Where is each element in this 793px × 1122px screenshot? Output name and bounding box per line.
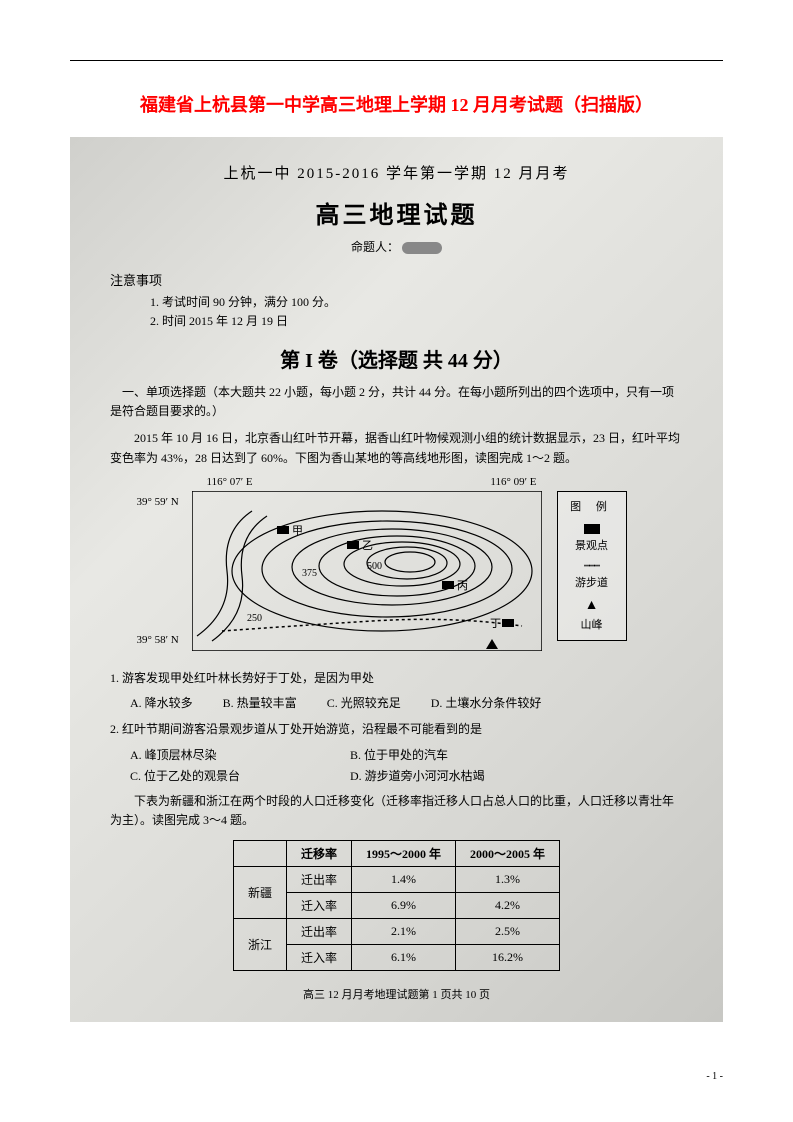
author-label: 命题人： (351, 240, 399, 254)
cell-metric: 迁出率 (286, 918, 351, 944)
svg-text:500: 500 (367, 561, 382, 572)
table-row: 新疆 迁出率 1.4% 1.3% (233, 866, 559, 892)
legend-rect-icon (584, 524, 600, 534)
svg-text:甲: 甲 (292, 525, 303, 537)
legend-label: 山峰 (581, 619, 603, 631)
cell-metric: 迁入率 (286, 944, 351, 970)
cell-value: 1.3% (456, 866, 560, 892)
map-legend: 图 例 景观点 ┅┅┅ 游步道 ▲ 山峰 (557, 491, 627, 641)
cell-metric: 迁入率 (286, 892, 351, 918)
section-instructions: 一、单项选择题（本大题共 22 小题，每小题 2 分，共计 44 分。在每小题所… (110, 383, 683, 421)
legend-title: 图 例 (564, 498, 620, 514)
notes-label: 注意事项 (110, 270, 683, 289)
cell-value: 16.2% (456, 944, 560, 970)
option: C. 光照较充足 (327, 694, 401, 711)
top-rule (70, 60, 723, 61)
document-main-title: 福建省上杭县第一中学高三地理上学期 12 月月考试题（扫描版） (70, 91, 723, 117)
svg-text:乙: 乙 (362, 539, 373, 552)
svg-text:375: 375 (302, 568, 317, 579)
table-row: 浙江 迁出率 2.1% 2.5% (233, 918, 559, 944)
q1-stem: 1. 游客发现甲处红叶林长势好于丁处，是因为甲处 (110, 668, 683, 688)
legend-dots-icon: ┅┅┅ (564, 561, 620, 572)
migration-table: 迁移率 1995～2000 年 2000～2005 年 新疆 迁出率 1.4% … (233, 840, 560, 971)
legend-item-scenic: 景观点 (564, 524, 620, 553)
note-item: 1. 考试时间 90 分钟，满分 100 分。 (150, 293, 683, 310)
passage-1: 2015 年 10 月 16 日，北京香山红叶节开幕，据香山红叶物候观测小组的统… (110, 429, 683, 467)
cell-value: 6.1% (352, 944, 456, 970)
coord-lat-bottom: 39° 58′ N (137, 634, 179, 646)
legend-item-path: ┅┅┅ 游步道 (564, 561, 620, 590)
scan-footer: 高三 12 月月考地理试题第 1 页共 10 页 (110, 986, 683, 1002)
scanned-paper: 上杭一中 2015-2016 学年第一学期 12 月月考 高三地理试题 命题人：… (70, 137, 723, 1022)
table-header-row: 迁移率 1995～2000 年 2000～2005 年 (233, 840, 559, 866)
cell-metric: 迁出率 (286, 866, 351, 892)
coord-lon-right: 116° 09′ E (490, 476, 536, 488)
coord-lon-left: 116° 07′ E (207, 476, 253, 488)
passage-2: 下表为新疆和浙江在两个时段的人口迁移变化（迁移率指迁移人口占总人口的比重，人口迁… (110, 792, 683, 830)
option: A. 降水较多 (130, 694, 193, 711)
cell-region: 浙江 (233, 918, 286, 970)
th-empty (233, 840, 286, 866)
cell-value: 2.1% (352, 918, 456, 944)
svg-text:250: 250 (247, 613, 262, 624)
note-item: 2. 时间 2015 年 12 月 19 日 (150, 312, 683, 329)
q2-stem: 2. 红叶节期间游客沿景观步道从丁处开始游览，沿程最不可能看到的是 (110, 719, 683, 739)
notes-list: 1. 考试时间 90 分钟，满分 100 分。 2. 时间 2015 年 12 … (110, 293, 683, 329)
option: B. 热量较丰富 (223, 694, 297, 711)
option: A. 峰顶层林尽染 (130, 746, 350, 763)
cell-value: 2.5% (456, 918, 560, 944)
option: C. 位于乙处的观景台 (130, 767, 350, 784)
author-redacted (402, 242, 442, 254)
svg-text:丁: 丁 (490, 618, 501, 630)
th-period2: 2000～2005 年 (456, 840, 560, 866)
q1-options: A. 降水较多 B. 热量较丰富 C. 光照较充足 D. 土壤水分条件较好 (110, 694, 683, 711)
legend-label: 景观点 (575, 540, 608, 552)
exam-header: 上杭一中 2015-2016 学年第一学期 12 月月考 高三地理试题 命题人： (110, 162, 683, 255)
exam-subtitle: 上杭一中 2015-2016 学年第一学期 12 月月考 (110, 162, 683, 183)
option: D. 土壤水分条件较好 (431, 694, 542, 711)
section-title: 第 I 卷（选择题 共 44 分） (110, 344, 683, 373)
contour-svg: 250 375 500 甲 乙 丙 丁 (192, 491, 542, 651)
coord-lat-top: 39° 59′ N (137, 496, 179, 508)
option: B. 位于甲处的汽车 (350, 746, 448, 763)
cell-region: 新疆 (233, 866, 286, 918)
author-line: 命题人： (110, 238, 683, 255)
cell-value: 1.4% (352, 866, 456, 892)
contour-map: 116° 07′ E 116° 09′ E 39° 59′ N 39° 58′ … (167, 476, 627, 656)
page-number: - 1 - (706, 1071, 723, 1082)
option: D. 游步道旁小河河水枯竭 (350, 767, 485, 784)
th-rate: 迁移率 (286, 840, 351, 866)
q2-options: A. 峰顶层林尽染 B. 位于甲处的汽车 C. 位于乙处的观景台 D. 游步道旁… (110, 746, 683, 784)
legend-label: 游步道 (575, 577, 608, 589)
legend-peak-icon: ▲ (564, 598, 620, 614)
cell-value: 6.9% (352, 892, 456, 918)
legend-item-peak: ▲ 山峰 (564, 598, 620, 632)
svg-text:丙: 丙 (457, 580, 468, 592)
th-period1: 1995～2000 年 (352, 840, 456, 866)
exam-title: 高三地理试题 (110, 195, 683, 230)
cell-value: 4.2% (456, 892, 560, 918)
